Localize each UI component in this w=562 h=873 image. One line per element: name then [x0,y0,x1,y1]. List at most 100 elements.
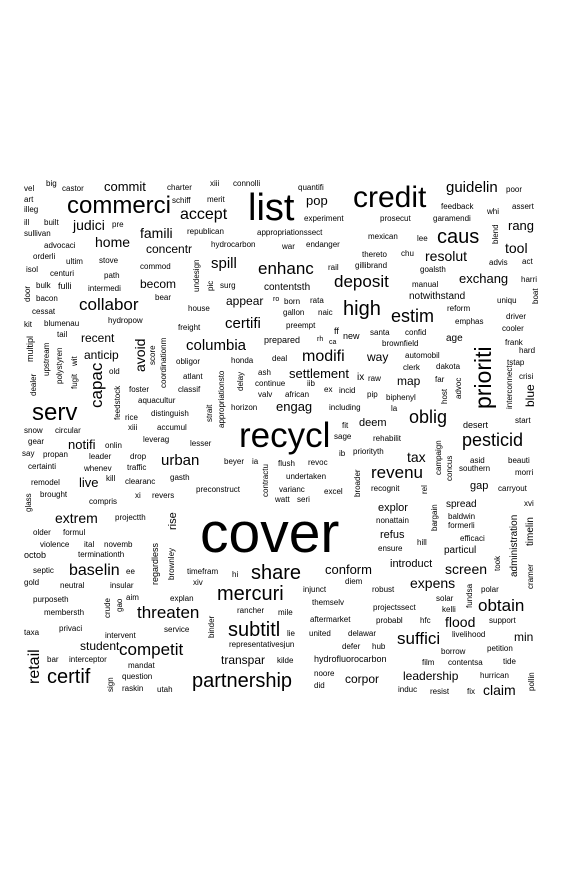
word-tstap: tstap [507,358,525,367]
word-film: film [422,658,435,667]
word-fit: fit [342,421,349,430]
word-clearanc: clearanc [125,477,156,486]
word-solar: solar [436,594,454,603]
word-baselin: baselin [69,562,120,579]
word-african: african [285,390,310,399]
word-rehabilit: rehabilit [373,434,402,443]
word-gold: gold [24,578,40,587]
word-pip: pip [367,390,378,399]
word-far: far [435,375,445,384]
word-screen: screen [445,561,488,577]
word-seri: seri [297,495,310,504]
word-naic: naic [318,308,333,317]
word-particul: particul [444,545,477,556]
word-aim: aim [126,593,139,602]
word-administration: administration [509,514,520,577]
word-isol: isol [26,265,39,274]
word-circular: circular [55,426,81,435]
word-spill: spill [211,255,237,272]
word-snow: snow [24,426,43,435]
word-recycl: recycl [239,416,331,455]
word-themselv: themselv [312,598,345,607]
word-guidelin: guidelin [446,179,498,196]
word-campaign: campaign [434,440,443,475]
word-republican: republican [187,227,224,236]
word-suffici: suffici [397,629,441,648]
word-polystyren: polystyren [55,347,64,384]
word-kelli: kelli [442,605,456,614]
word-whenev: whenev [84,464,112,473]
word-introduct: introduct [390,558,433,570]
word-whi: whi [487,207,500,216]
word-mile: mile [278,608,293,617]
word-prepared: prepared [264,335,301,345]
word-feedback: feedback [441,202,474,211]
word-claim: claim [483,682,516,698]
word-appropriationssect: appropriationssect [257,228,323,237]
word-binder: binder [207,615,216,638]
word-novemb: novemb [104,540,133,549]
word-southern: southern [459,464,491,473]
word-door: door [23,285,32,302]
word-map: map [397,374,421,388]
word-induc: induc [398,685,418,694]
word-tool: tool [505,240,528,256]
word-pop: pop [306,193,328,208]
word-undesign: undesign [192,259,201,292]
word-gillibrand: gillibrand [355,261,388,270]
word-hydropow: hydropow [108,316,143,325]
word-ia: ia [252,457,259,466]
word-orderli: orderli [33,252,56,261]
word-multipl: multipl [25,335,35,362]
word-advoc: advoc [454,377,463,399]
word-utah: utah [157,685,173,694]
word-ill: ill [24,218,30,227]
word-uniqu: uniqu [497,296,517,305]
word-appropriationsto: appropriationsto [217,370,226,428]
word-enhanc: enhanc [258,259,314,278]
word-aquacultur: aquacultur [138,396,176,405]
word-fundsa: fundsa [465,583,474,608]
word-conform: conform [325,562,372,577]
word-honda: honda [231,356,254,365]
word-feedstock: feedstock [113,385,122,420]
word-art: art [24,195,34,204]
word-atlant: atlant [183,372,203,381]
word-tail: tail [57,330,68,339]
word-host: host [440,388,449,404]
word-freight: freight [178,323,201,332]
word-gallon: gallon [283,308,305,317]
word-upstream: upstream [42,342,51,376]
word-leverag: leverag [143,435,170,444]
word-revenu: revenu [371,463,423,482]
word-charter: charter [167,183,192,192]
word-bulk: bulk [36,281,51,290]
word-explan: explan [170,594,194,603]
word-ex: ex [324,385,333,394]
word-quantifi: quantifi [298,183,324,192]
word-built: built [44,218,59,227]
word-sage: sage [334,432,352,441]
word-deposit: deposit [334,272,389,291]
word-refus: refus [380,529,405,541]
word-foster: foster [129,385,150,394]
word-preconstruct: preconstruct [196,485,241,494]
word-probabl: probabl [376,616,403,625]
word-manual: manual [412,280,439,289]
word-lie: lie [287,629,296,638]
word-explor: explor [378,502,408,514]
word-war: war [282,242,295,251]
word-diem: diem [345,577,363,586]
word-deal: deal [272,354,288,363]
word-fulli: fulli [58,281,72,291]
word-injunct: injunct [303,585,327,594]
word-judici: judici [73,217,105,233]
word-ca: ca [329,339,337,346]
word-timefram: timefram [187,567,219,576]
word-baldwin: baldwin [448,512,476,521]
word-carryout: carryout [498,484,527,493]
word-collabor: collabor [79,295,139,314]
word-garamendi: garamendi [433,214,471,223]
word-threaten: threaten [137,603,200,622]
word-emphas: emphas [455,317,484,326]
